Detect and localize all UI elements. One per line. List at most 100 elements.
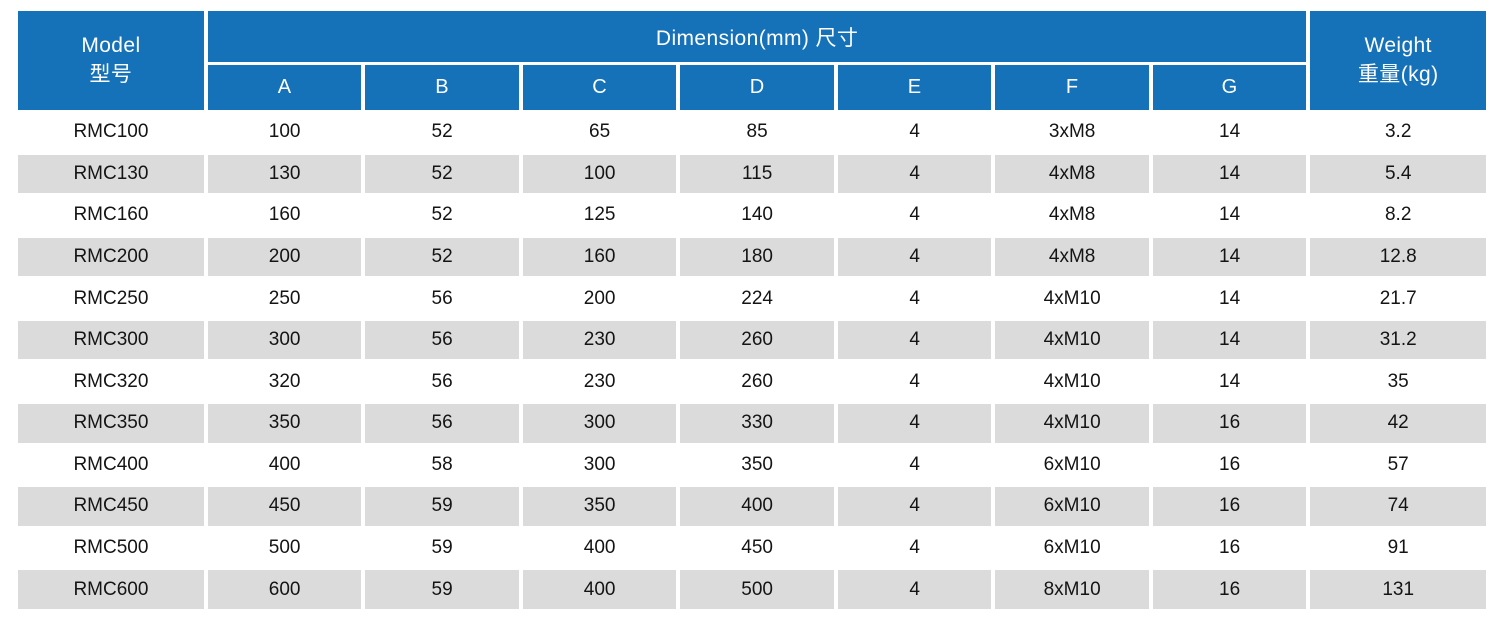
value-cell: 125 — [518, 193, 681, 238]
column-header-e: E — [833, 62, 996, 113]
value-cell: 300 — [518, 401, 681, 446]
table-row: RMC250 250 56 200 224 4 4xM10 14 21.7 — [14, 276, 1490, 321]
table-header: Model 型号 Dimension(mm) 尺寸 Weight 重量(kg) … — [14, 8, 1490, 113]
value-cell: 4 — [833, 359, 996, 405]
table-row: RMC200 200 52 160 180 4 4xM8 14 12.8 — [14, 234, 1490, 280]
value-cell: 52 — [361, 110, 523, 155]
value-cell: 450 — [676, 525, 838, 571]
model-cell: RMC200 — [14, 234, 208, 280]
value-cell: 260 — [676, 359, 838, 405]
value-cell: 400 — [676, 484, 838, 529]
value-cell: 115 — [676, 151, 838, 197]
value-cell: 131 — [1306, 567, 1490, 612]
value-cell: 100 — [203, 110, 366, 155]
value-cell: 14 — [1148, 359, 1311, 405]
column-header-b: B — [361, 62, 523, 113]
value-cell: 500 — [676, 567, 838, 612]
model-cell: RMC160 — [14, 193, 208, 238]
value-cell: 35 — [1306, 359, 1490, 405]
value-cell: 56 — [361, 317, 523, 363]
value-cell: 91 — [1306, 525, 1490, 571]
table-row: RMC400 400 58 300 350 4 6xM10 16 57 — [14, 442, 1490, 488]
value-cell: 16 — [1148, 567, 1311, 612]
table-row: RMC130 130 52 100 115 4 4xM8 14 5.4 — [14, 151, 1490, 197]
value-cell: 59 — [361, 567, 523, 612]
model-cell: RMC350 — [14, 401, 208, 446]
dimension-spec-table: Model 型号 Dimension(mm) 尺寸 Weight 重量(kg) … — [14, 8, 1490, 612]
model-header-label-cn: 型号 — [89, 62, 133, 86]
column-header-g: G — [1148, 62, 1311, 113]
value-cell: 200 — [203, 234, 366, 280]
value-cell: 600 — [203, 567, 366, 612]
model-cell: RMC400 — [14, 442, 208, 488]
value-cell: 52 — [361, 234, 523, 280]
value-cell: 350 — [676, 442, 838, 488]
table-body: RMC100 100 52 65 85 4 3xM8 14 3.2 RMC130 130 52 100 1… — [14, 110, 1490, 612]
value-cell: 300 — [203, 317, 366, 363]
value-cell: 4xM8 — [991, 193, 1153, 238]
value-cell: 230 — [518, 317, 681, 363]
value-cell: 4xM10 — [991, 276, 1153, 321]
value-cell: 400 — [203, 442, 366, 488]
model-cell: RMC130 — [14, 151, 208, 197]
value-cell: 14 — [1148, 151, 1311, 197]
value-cell: 4 — [833, 234, 996, 280]
table-row: RMC350 350 56 300 330 4 4xM10 16 42 — [14, 401, 1490, 446]
table-row: RMC600 600 59 400 500 4 8xM10 16 131 — [14, 567, 1490, 612]
model-header-cell: Model 型号 — [14, 8, 208, 113]
column-header-a: A — [203, 62, 366, 113]
value-cell: 4 — [833, 276, 996, 321]
table-row: RMC500 500 59 400 450 4 6xM10 16 91 — [14, 525, 1490, 571]
value-cell: 4 — [833, 317, 996, 363]
value-cell: 350 — [203, 401, 366, 446]
value-cell: 14 — [1148, 110, 1311, 155]
value-cell: 250 — [203, 276, 366, 321]
value-cell: 74 — [1306, 484, 1490, 529]
value-cell: 58 — [361, 442, 523, 488]
value-cell: 4xM10 — [991, 359, 1153, 405]
value-cell: 16 — [1148, 401, 1311, 446]
value-cell: 160 — [518, 234, 681, 280]
value-cell: 4 — [833, 110, 996, 155]
value-cell: 52 — [361, 151, 523, 197]
value-cell: 4xM10 — [991, 401, 1153, 446]
value-cell: 4 — [833, 442, 996, 488]
value-cell: 350 — [518, 484, 681, 529]
value-cell: 300 — [518, 442, 681, 488]
value-cell: 200 — [518, 276, 681, 321]
value-cell: 42 — [1306, 401, 1490, 446]
value-cell: 4 — [833, 484, 996, 529]
value-cell: 56 — [361, 401, 523, 446]
value-cell: 31.2 — [1306, 317, 1490, 363]
value-cell: 16 — [1148, 442, 1311, 488]
value-cell: 14 — [1148, 234, 1311, 280]
model-cell: RMC320 — [14, 359, 208, 405]
value-cell: 140 — [676, 193, 838, 238]
value-cell: 450 — [203, 484, 366, 529]
value-cell: 130 — [203, 151, 366, 197]
table-row: RMC300 300 56 230 260 4 4xM10 14 31.2 — [14, 317, 1490, 363]
model-cell: RMC600 — [14, 567, 208, 612]
value-cell: 400 — [518, 525, 681, 571]
value-cell: 320 — [203, 359, 366, 405]
value-cell: 4xM10 — [991, 317, 1153, 363]
weight-header-cell: Weight 重量(kg) — [1306, 8, 1490, 113]
value-cell: 160 — [203, 193, 366, 238]
value-cell: 59 — [361, 525, 523, 571]
value-cell: 224 — [676, 276, 838, 321]
value-cell: 8xM10 — [991, 567, 1153, 612]
value-cell: 4 — [833, 193, 996, 238]
value-cell: 16 — [1148, 525, 1311, 571]
table-row: RMC450 450 59 350 400 4 6xM10 16 74 — [14, 484, 1490, 529]
value-cell: 16 — [1148, 484, 1311, 529]
table-row: RMC160 160 52 125 140 4 4xM8 14 8.2 — [14, 193, 1490, 238]
model-cell: RMC500 — [14, 525, 208, 571]
value-cell: 3.2 — [1306, 110, 1490, 155]
value-cell: 4 — [833, 401, 996, 446]
value-cell: 6xM10 — [991, 484, 1153, 529]
value-cell: 4xM8 — [991, 234, 1153, 280]
value-cell: 100 — [518, 151, 681, 197]
column-header-d: D — [676, 62, 838, 113]
value-cell: 56 — [361, 276, 523, 321]
value-cell: 85 — [676, 110, 838, 155]
